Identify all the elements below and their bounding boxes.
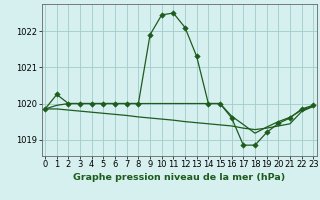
X-axis label: Graphe pression niveau de la mer (hPa): Graphe pression niveau de la mer (hPa) [73, 173, 285, 182]
